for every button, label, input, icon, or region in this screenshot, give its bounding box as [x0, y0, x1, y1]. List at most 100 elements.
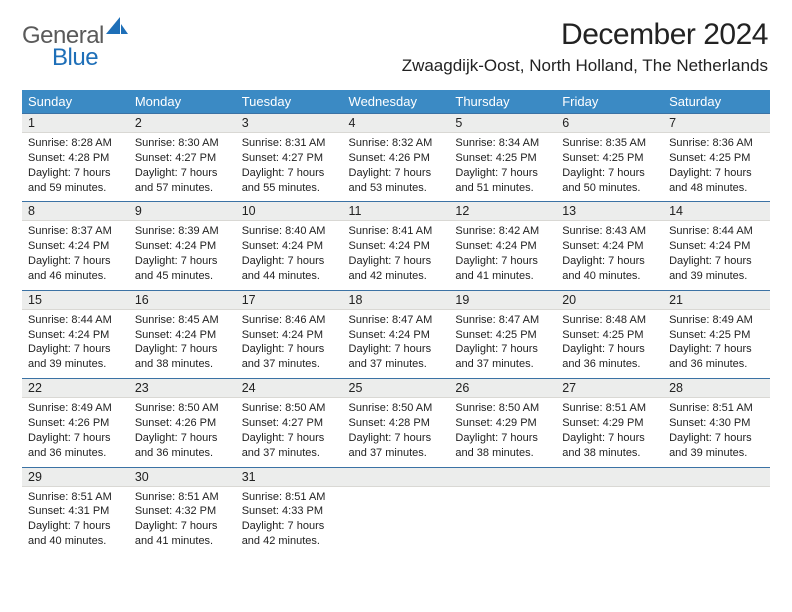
daylight-text: Daylight: 7 hours and 37 minutes. [349, 431, 444, 461]
sunrise-text: Sunrise: 8:30 AM [135, 136, 230, 151]
calendar-day-cell [343, 467, 450, 555]
sunset-text: Sunset: 4:32 PM [135, 504, 230, 519]
day-number: 12 [449, 201, 556, 221]
daylight-text: Daylight: 7 hours and 41 minutes. [135, 519, 230, 549]
day-number: 4 [343, 113, 450, 133]
calendar-day-cell: 28Sunrise: 8:51 AMSunset: 4:30 PMDayligh… [663, 378, 770, 466]
calendar-week-row: 1Sunrise: 8:28 AMSunset: 4:28 PMDaylight… [22, 113, 770, 201]
day-number: 2 [129, 113, 236, 133]
day-content: Sunrise: 8:45 AMSunset: 4:24 PMDaylight:… [129, 310, 236, 378]
sunrise-text: Sunrise: 8:40 AM [242, 224, 337, 239]
weekday-header: Monday [129, 90, 236, 113]
daylight-text: Daylight: 7 hours and 50 minutes. [562, 166, 657, 196]
sunset-text: Sunset: 4:24 PM [242, 328, 337, 343]
daylight-text: Daylight: 7 hours and 44 minutes. [242, 254, 337, 284]
daylight-text: Daylight: 7 hours and 55 minutes. [242, 166, 337, 196]
day-content: Sunrise: 8:50 AMSunset: 4:26 PMDaylight:… [129, 398, 236, 466]
sunrise-text: Sunrise: 8:50 AM [242, 401, 337, 416]
sunset-text: Sunset: 4:25 PM [562, 328, 657, 343]
day-number: 25 [343, 378, 450, 398]
daylight-text: Daylight: 7 hours and 38 minutes. [455, 431, 550, 461]
sunset-text: Sunset: 4:24 PM [242, 239, 337, 254]
calendar-day-cell: 17Sunrise: 8:46 AMSunset: 4:24 PMDayligh… [236, 290, 343, 378]
calendar-day-cell: 31Sunrise: 8:51 AMSunset: 4:33 PMDayligh… [236, 467, 343, 555]
calendar-day-cell: 19Sunrise: 8:47 AMSunset: 4:25 PMDayligh… [449, 290, 556, 378]
day-number: 23 [129, 378, 236, 398]
sunset-text: Sunset: 4:29 PM [562, 416, 657, 431]
day-number: 31 [236, 467, 343, 487]
day-content: Sunrise: 8:51 AMSunset: 4:32 PMDaylight:… [129, 487, 236, 555]
sunset-text: Sunset: 4:24 PM [349, 239, 444, 254]
calendar-day-cell: 18Sunrise: 8:47 AMSunset: 4:24 PMDayligh… [343, 290, 450, 378]
day-content: Sunrise: 8:49 AMSunset: 4:26 PMDaylight:… [22, 398, 129, 466]
calendar-day-cell: 14Sunrise: 8:44 AMSunset: 4:24 PMDayligh… [663, 201, 770, 289]
daylight-text: Daylight: 7 hours and 57 minutes. [135, 166, 230, 196]
daylight-text: Daylight: 7 hours and 38 minutes. [562, 431, 657, 461]
daylight-text: Daylight: 7 hours and 40 minutes. [28, 519, 123, 549]
sunset-text: Sunset: 4:24 PM [28, 239, 123, 254]
daylight-text: Daylight: 7 hours and 45 minutes. [135, 254, 230, 284]
weekday-header: Wednesday [343, 90, 450, 113]
calendar-day-cell: 13Sunrise: 8:43 AMSunset: 4:24 PMDayligh… [556, 201, 663, 289]
day-content: Sunrise: 8:51 AMSunset: 4:29 PMDaylight:… [556, 398, 663, 466]
sunrise-text: Sunrise: 8:44 AM [28, 313, 123, 328]
calendar-day-cell: 27Sunrise: 8:51 AMSunset: 4:29 PMDayligh… [556, 378, 663, 466]
sunrise-text: Sunrise: 8:35 AM [562, 136, 657, 151]
sunrise-text: Sunrise: 8:43 AM [562, 224, 657, 239]
sunrise-text: Sunrise: 8:51 AM [28, 490, 123, 505]
day-content: Sunrise: 8:41 AMSunset: 4:24 PMDaylight:… [343, 221, 450, 289]
calendar-day-cell: 16Sunrise: 8:45 AMSunset: 4:24 PMDayligh… [129, 290, 236, 378]
day-content: Sunrise: 8:32 AMSunset: 4:26 PMDaylight:… [343, 133, 450, 201]
day-number: 29 [22, 467, 129, 487]
day-number: 17 [236, 290, 343, 310]
calendar-day-cell: 26Sunrise: 8:50 AMSunset: 4:29 PMDayligh… [449, 378, 556, 466]
day-number: 30 [129, 467, 236, 487]
calendar-day-cell: 25Sunrise: 8:50 AMSunset: 4:28 PMDayligh… [343, 378, 450, 466]
calendar-day-cell [556, 467, 663, 555]
weekday-header: Thursday [449, 90, 556, 113]
sunset-text: Sunset: 4:33 PM [242, 504, 337, 519]
day-content: Sunrise: 8:51 AMSunset: 4:33 PMDaylight:… [236, 487, 343, 555]
daylight-text: Daylight: 7 hours and 36 minutes. [28, 431, 123, 461]
daylight-text: Daylight: 7 hours and 37 minutes. [242, 342, 337, 372]
sunrise-text: Sunrise: 8:51 AM [562, 401, 657, 416]
day-content: Sunrise: 8:37 AMSunset: 4:24 PMDaylight:… [22, 221, 129, 289]
day-number-empty [663, 467, 770, 487]
daylight-text: Daylight: 7 hours and 38 minutes. [135, 342, 230, 372]
daylight-text: Daylight: 7 hours and 41 minutes. [455, 254, 550, 284]
calendar-day-cell: 29Sunrise: 8:51 AMSunset: 4:31 PMDayligh… [22, 467, 129, 555]
sunset-text: Sunset: 4:25 PM [455, 328, 550, 343]
sunset-text: Sunset: 4:26 PM [135, 416, 230, 431]
sunrise-text: Sunrise: 8:45 AM [135, 313, 230, 328]
calendar-day-cell: 20Sunrise: 8:48 AMSunset: 4:25 PMDayligh… [556, 290, 663, 378]
daylight-text: Daylight: 7 hours and 48 minutes. [669, 166, 764, 196]
sunset-text: Sunset: 4:25 PM [562, 151, 657, 166]
daylight-text: Daylight: 7 hours and 51 minutes. [455, 166, 550, 196]
calendar-week-row: 29Sunrise: 8:51 AMSunset: 4:31 PMDayligh… [22, 467, 770, 555]
daylight-text: Daylight: 7 hours and 59 minutes. [28, 166, 123, 196]
day-content: Sunrise: 8:44 AMSunset: 4:24 PMDaylight:… [22, 310, 129, 378]
day-number: 15 [22, 290, 129, 310]
day-content: Sunrise: 8:28 AMSunset: 4:28 PMDaylight:… [22, 133, 129, 201]
day-number: 10 [236, 201, 343, 221]
daylight-text: Daylight: 7 hours and 36 minutes. [562, 342, 657, 372]
daylight-text: Daylight: 7 hours and 42 minutes. [349, 254, 444, 284]
day-number: 8 [22, 201, 129, 221]
daylight-text: Daylight: 7 hours and 39 minutes. [669, 431, 764, 461]
day-number: 20 [556, 290, 663, 310]
day-content: Sunrise: 8:51 AMSunset: 4:31 PMDaylight:… [22, 487, 129, 555]
day-content: Sunrise: 8:46 AMSunset: 4:24 PMDaylight:… [236, 310, 343, 378]
day-content: Sunrise: 8:43 AMSunset: 4:24 PMDaylight:… [556, 221, 663, 289]
calendar-day-cell: 23Sunrise: 8:50 AMSunset: 4:26 PMDayligh… [129, 378, 236, 466]
day-number: 22 [22, 378, 129, 398]
calendar-day-cell: 5Sunrise: 8:34 AMSunset: 4:25 PMDaylight… [449, 113, 556, 201]
daylight-text: Daylight: 7 hours and 46 minutes. [28, 254, 123, 284]
sunrise-text: Sunrise: 8:50 AM [135, 401, 230, 416]
sunset-text: Sunset: 4:28 PM [349, 416, 444, 431]
sunrise-text: Sunrise: 8:36 AM [669, 136, 764, 151]
day-number: 18 [343, 290, 450, 310]
sunrise-text: Sunrise: 8:32 AM [349, 136, 444, 151]
page-title: December 2024 [402, 18, 768, 52]
day-number: 27 [556, 378, 663, 398]
day-content: Sunrise: 8:40 AMSunset: 4:24 PMDaylight:… [236, 221, 343, 289]
